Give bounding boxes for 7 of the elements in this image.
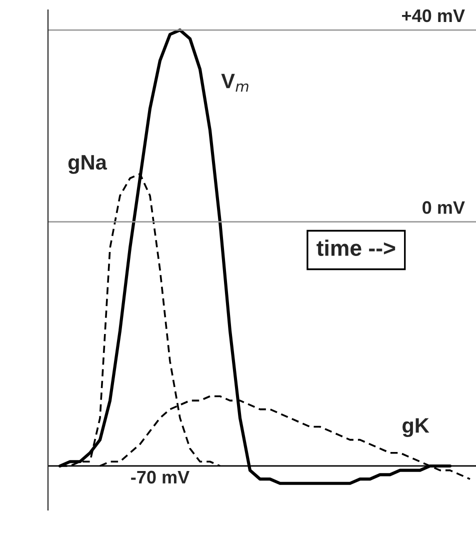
series-label: gNa <box>68 155 108 174</box>
ref-line-label: -70 mV <box>131 470 190 484</box>
series-label: gK <box>402 418 430 438</box>
annotation: time --> <box>316 240 396 256</box>
series-label: V$_{m}$ <box>221 74 248 92</box>
ref-line-label: +40 mV <box>402 9 465 22</box>
ref-line-label: 0 mV <box>422 201 465 214</box>
